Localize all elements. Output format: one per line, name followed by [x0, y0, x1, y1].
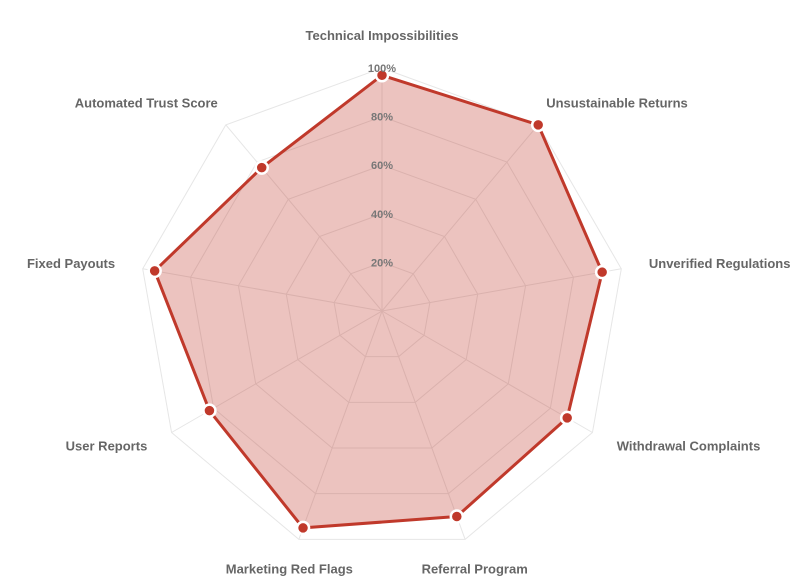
- data-point: [295, 520, 311, 536]
- axis-label: Marketing Red Flags: [226, 562, 353, 577]
- axis-label: Fixed Payouts: [27, 256, 115, 271]
- tick-label: 80%: [371, 112, 393, 124]
- axis-label: Unsustainable Returns: [546, 95, 688, 110]
- grid-ring: [285, 213, 479, 403]
- grid-spoke: [225, 124, 383, 312]
- tick-label: 20%: [371, 257, 393, 269]
- axis-label: Withdrawal Complaints: [617, 439, 761, 454]
- data-point: [449, 509, 465, 524]
- tick-label: 100%: [368, 63, 396, 75]
- data-point: [530, 117, 546, 133]
- grid-ring: [237, 164, 527, 449]
- data-point: [147, 263, 162, 279]
- axis-label: Referral Program: [422, 562, 528, 577]
- tick-label: 40%: [371, 209, 393, 221]
- axis-label: Unverified Regulations: [649, 256, 791, 271]
- grid-spoke: [298, 310, 383, 540]
- grid-spoke: [381, 124, 539, 312]
- grid-ring: [190, 116, 574, 495]
- axis-label: User Reports: [66, 439, 148, 454]
- tick-label: 60%: [371, 160, 393, 172]
- grid-spoke: [381, 268, 622, 312]
- data-point: [202, 403, 217, 418]
- grid-spoke: [381, 310, 593, 433]
- grid-ring: [142, 67, 622, 540]
- grid-ring: [333, 261, 431, 358]
- axis-label: Technical Impossibilities: [306, 28, 459, 43]
- data-point: [254, 160, 269, 175]
- series-area: [153, 73, 604, 530]
- grid-spoke: [142, 268, 383, 312]
- data-point: [594, 264, 610, 280]
- grid-spoke: [381, 310, 466, 540]
- axis-label: Automated Trust Score: [75, 95, 218, 110]
- data-point: [374, 68, 390, 83]
- data-point: [559, 410, 575, 426]
